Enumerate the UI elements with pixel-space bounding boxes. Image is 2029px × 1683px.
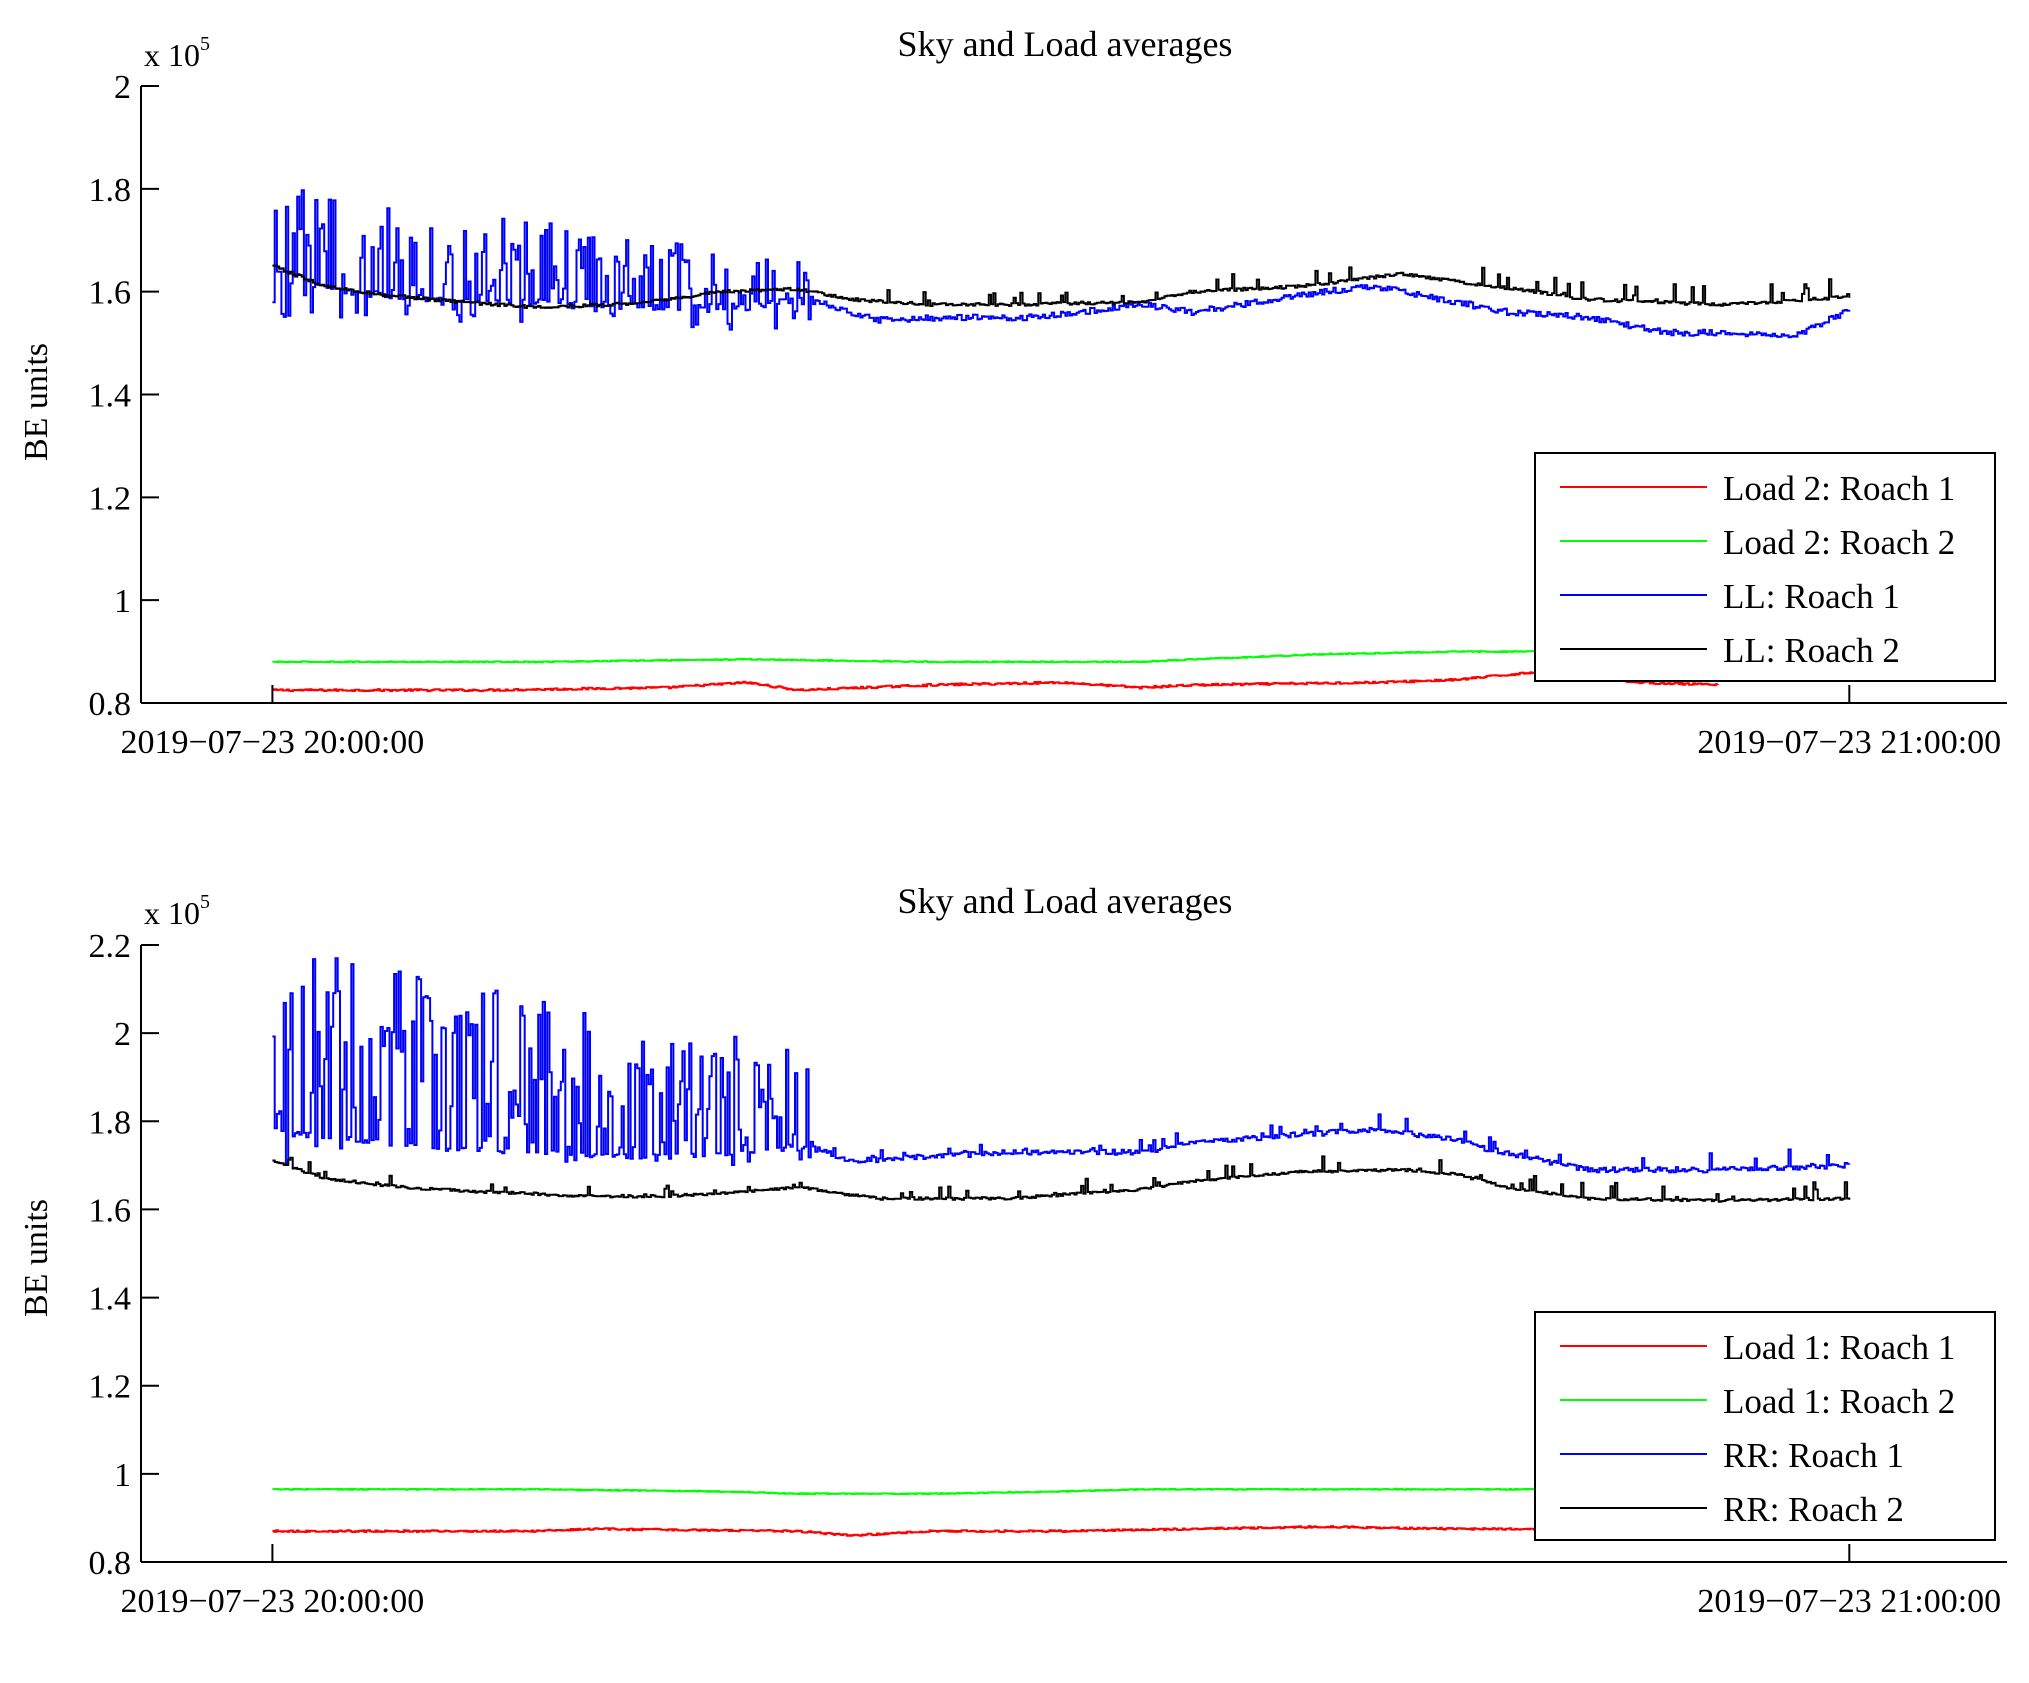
y-ticks: 0.8 1 1.2 1.4 1.6 1.8 2 2.2 bbox=[89, 928, 159, 1582]
y-tick-label: 1.4 bbox=[89, 1281, 132, 1318]
y-tick-label: 2 bbox=[114, 69, 131, 106]
legend-box bbox=[1534, 1311, 1996, 1541]
x-ticks: 2019−07−23 20:00:00 2019−07−23 21:00:00 bbox=[121, 685, 2001, 761]
y-tick-label: 1.4 bbox=[89, 378, 132, 415]
series-line bbox=[272, 957, 1851, 1174]
legend: Load 2: Roach 1 Load 2: Roach 2 LL: Roac… bbox=[1534, 452, 1996, 682]
series-line bbox=[272, 1155, 1851, 1203]
legend-label-1: Load 2: Roach 2 bbox=[1723, 523, 1955, 562]
series-line bbox=[272, 189, 1851, 339]
y-tick-label: 0.8 bbox=[89, 1545, 132, 1582]
y-ticks: 0.8 1 1.2 1.4 1.6 1.8 2 bbox=[89, 69, 159, 723]
legend-label-0: Load 1: Roach 1 bbox=[1723, 1328, 1955, 1367]
series-line bbox=[272, 1487, 1588, 1496]
x-tick-label: 2019−07−23 20:00:00 bbox=[121, 1583, 425, 1620]
y-tick-label: 2.2 bbox=[89, 928, 132, 965]
legend: Load 1: Roach 1 Load 1: Roach 2 RR: Roac… bbox=[1534, 1311, 1996, 1541]
series-line bbox=[272, 650, 1719, 664]
series-line bbox=[272, 1525, 1588, 1537]
y-multiplier: x 105 bbox=[144, 891, 210, 931]
x-ticks: 2019−07−23 20:00:00 2019−07−23 21:00:00 bbox=[121, 1544, 2001, 1620]
y-tick-label: 1 bbox=[114, 583, 131, 620]
plot-area bbox=[272, 957, 1851, 1537]
x-tick-label: 2019−07−23 21:00:00 bbox=[1697, 724, 2001, 761]
y-multiplier-base: x 10 bbox=[144, 37, 200, 73]
chart-title: Sky and Load averages bbox=[898, 881, 1233, 921]
y-tick-label: 1.8 bbox=[89, 172, 132, 209]
y-tick-label: 1.6 bbox=[89, 1192, 132, 1229]
chart-top: Sky and Load averages BE units x 105 0.8… bbox=[18, 24, 2007, 761]
y-multiplier: x 105 bbox=[144, 33, 210, 73]
y-multiplier-exponent: 5 bbox=[200, 891, 210, 913]
y-tick-label: 1.8 bbox=[89, 1104, 132, 1141]
y-multiplier-base: x 10 bbox=[144, 895, 200, 931]
x-tick-label: 2019−07−23 21:00:00 bbox=[1697, 1583, 2001, 1620]
chart-bottom: Sky and Load averages BE units x 105 0.8… bbox=[18, 881, 2007, 1620]
legend-label-0: Load 2: Roach 1 bbox=[1723, 469, 1955, 508]
y-axis-label: BE units bbox=[18, 343, 55, 461]
legend-label-2: RR: Roach 1 bbox=[1723, 1436, 1904, 1475]
plot-area bbox=[272, 189, 1851, 693]
legend-label-3: LL: Roach 2 bbox=[1723, 631, 1900, 670]
y-tick-label: 1 bbox=[114, 1457, 131, 1494]
series-line bbox=[272, 264, 1851, 309]
y-axis-label: BE units bbox=[18, 1199, 55, 1317]
y-tick-label: 1.6 bbox=[89, 275, 132, 312]
x-tick-label: 2019−07−23 20:00:00 bbox=[121, 724, 425, 761]
series-line bbox=[272, 670, 1719, 693]
y-tick-label: 0.8 bbox=[89, 686, 132, 723]
y-tick-label: 1.2 bbox=[89, 480, 132, 517]
y-tick-label: 2 bbox=[114, 1016, 131, 1053]
chart-title: Sky and Load averages bbox=[898, 24, 1233, 64]
y-tick-label: 1.2 bbox=[89, 1369, 132, 1406]
legend-box bbox=[1534, 452, 1996, 682]
legend-label-1: Load 1: Roach 2 bbox=[1723, 1382, 1955, 1421]
y-multiplier-exponent: 5 bbox=[200, 33, 210, 55]
legend-label-3: RR: Roach 2 bbox=[1723, 1490, 1904, 1529]
legend-label-2: LL: Roach 1 bbox=[1723, 577, 1900, 616]
